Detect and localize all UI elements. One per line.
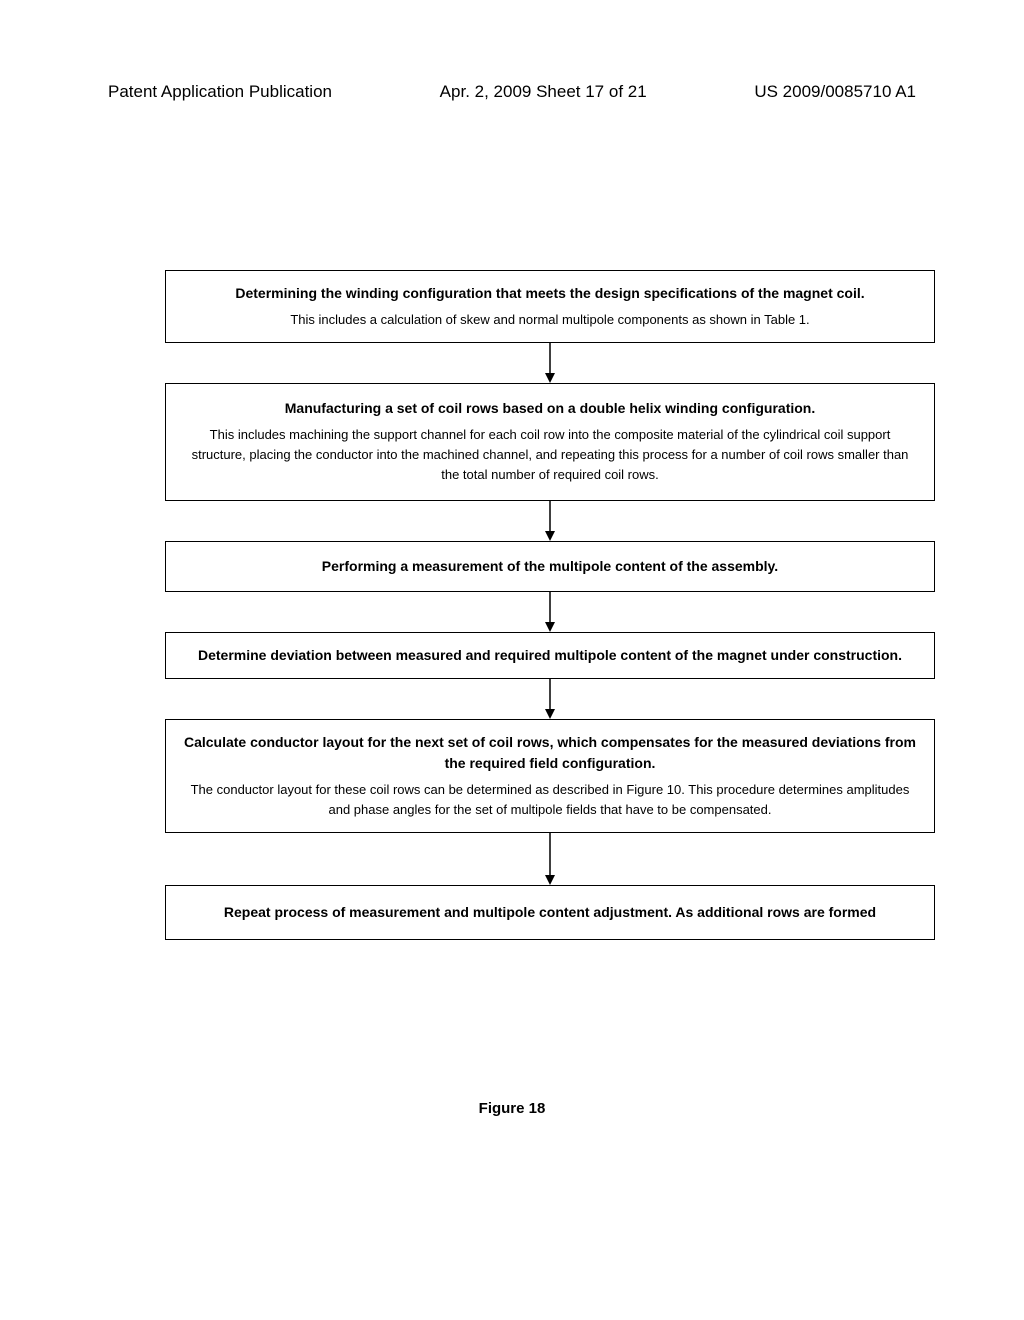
- header-patent-number: US 2009/0085710 A1: [754, 82, 916, 102]
- flowchart-step-3: Performing a measurement of the multipol…: [165, 541, 935, 592]
- step-1-desc: This includes a calculation of skew and …: [182, 310, 918, 330]
- arrow-4: [165, 679, 935, 719]
- page-header: Patent Application Publication Apr. 2, 2…: [108, 82, 916, 102]
- flowchart-step-4: Determine deviation between measured and…: [165, 632, 935, 679]
- arrow-down-icon: [538, 679, 562, 719]
- header-publication-label: Patent Application Publication: [108, 82, 332, 102]
- flowchart-step-1: Determining the winding configuration th…: [165, 270, 935, 343]
- step-5-title: Calculate conductor layout for the next …: [182, 732, 918, 774]
- flowchart-step-6: Repeat process of measurement and multip…: [165, 885, 935, 940]
- step-6-title: Repeat process of measurement and multip…: [182, 902, 918, 923]
- arrow-2: [165, 501, 935, 541]
- step-4-title: Determine deviation between measured and…: [182, 645, 918, 666]
- arrow-down-icon: [538, 343, 562, 383]
- arrow-down-icon: [538, 833, 562, 885]
- flowchart-step-5: Calculate conductor layout for the next …: [165, 719, 935, 833]
- arrow-down-icon: [538, 501, 562, 541]
- arrow-down-icon: [538, 592, 562, 632]
- arrow-1: [165, 343, 935, 383]
- arrow-3: [165, 592, 935, 632]
- header-date-sheet: Apr. 2, 2009 Sheet 17 of 21: [440, 82, 647, 102]
- arrow-5: [165, 833, 935, 885]
- step-2-title: Manufacturing a set of coil rows based o…: [182, 398, 918, 419]
- step-1-title: Determining the winding configuration th…: [182, 283, 918, 304]
- flowchart-step-2: Manufacturing a set of coil rows based o…: [165, 383, 935, 500]
- figure-caption: Figure 18: [0, 1100, 1024, 1117]
- step-5-desc: The conductor layout for these coil rows…: [182, 780, 918, 820]
- flowchart-container: Determining the winding configuration th…: [165, 270, 935, 940]
- step-3-title: Performing a measurement of the multipol…: [182, 556, 918, 577]
- step-2-desc: This includes machining the support chan…: [182, 425, 918, 485]
